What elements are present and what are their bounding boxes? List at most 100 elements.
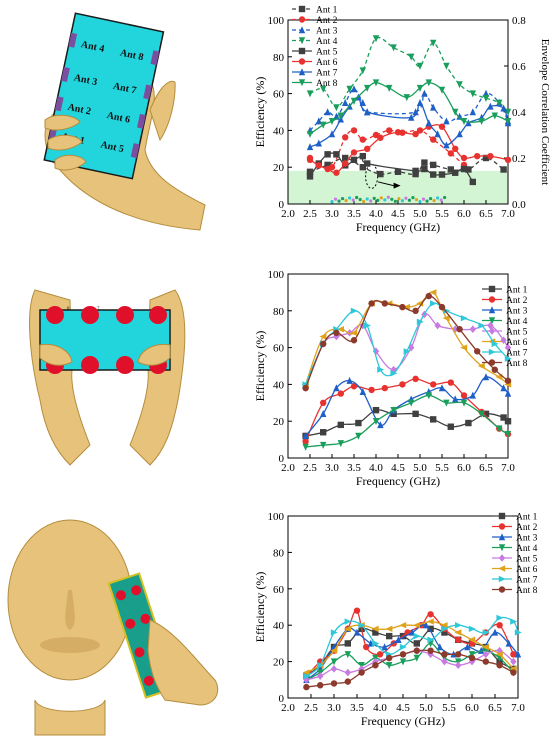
data-point <box>390 44 397 52</box>
data-point <box>425 392 432 400</box>
series-ant-8 <box>306 79 512 138</box>
data-point <box>487 102 494 110</box>
data-point <box>372 79 380 87</box>
data-point <box>350 127 358 134</box>
data-point <box>487 321 494 330</box>
data-point <box>302 432 309 440</box>
series-ant-7 <box>302 300 512 388</box>
data-point <box>372 640 380 647</box>
data-point <box>498 565 506 572</box>
data-point <box>306 143 314 151</box>
ant-label: Ant 7 <box>112 81 137 97</box>
data-point <box>434 130 441 138</box>
x-tick-label: 4.0 <box>373 702 387 714</box>
ecc-point <box>348 196 352 200</box>
x-tick-label: 4.5 <box>396 702 410 714</box>
y2-tick-label: 0.6 <box>512 61 526 73</box>
data-point <box>452 108 459 116</box>
ant-label: 8 <box>67 307 70 312</box>
x-tick-label: 2.0 <box>281 462 295 474</box>
data-point <box>438 86 446 94</box>
ecc-point <box>379 196 383 200</box>
data-point <box>344 618 352 625</box>
data-point <box>364 145 371 152</box>
x-tick-label: 3.5 <box>347 208 361 220</box>
y-tick-label: 100 <box>268 15 285 27</box>
data-point <box>430 103 437 111</box>
ecc-point <box>397 197 401 201</box>
data-point <box>399 658 407 666</box>
y-axis-label: Efficiency (%) <box>253 331 267 402</box>
illustration-two-hands-landscape: 8 7 <box>29 289 186 466</box>
legend-label: Ant 6 <box>506 338 528 348</box>
series-line <box>309 81 509 135</box>
data-point <box>498 512 506 520</box>
hand-shape <box>147 619 219 706</box>
data-point <box>504 430 512 438</box>
series-line <box>305 409 509 437</box>
x-tick-label: 6.0 <box>457 208 471 220</box>
data-point <box>413 647 420 654</box>
ant-label: Ant 8 <box>119 48 144 64</box>
data-point <box>317 672 324 680</box>
ecc-point <box>425 199 429 203</box>
data-point <box>342 99 349 106</box>
legend-label: Ant 6 <box>316 58 338 68</box>
legend-entry: Ant 6 <box>492 565 538 575</box>
x-tick-label: 5.5 <box>435 462 449 474</box>
data-point <box>416 318 424 326</box>
data-point <box>452 169 459 176</box>
data-point <box>430 381 437 388</box>
data-point <box>455 661 462 670</box>
ecc-point <box>376 198 380 203</box>
legend-label: Ant 7 <box>316 69 338 79</box>
legend-label: Ant 2 <box>506 296 528 306</box>
data-point <box>498 586 506 593</box>
x-tick-label: 3.5 <box>347 462 361 474</box>
legend-entry: Ant 8 <box>482 359 528 369</box>
series-line <box>306 642 514 681</box>
data-point <box>413 622 420 629</box>
series-ant-2 <box>302 375 512 445</box>
x-tick-label: 6.0 <box>457 462 471 474</box>
series-ant-6 <box>306 123 512 176</box>
data-point <box>491 112 498 120</box>
y2-tick-label: 0.2 <box>512 153 526 165</box>
data-point <box>465 166 472 173</box>
data-point <box>403 303 410 311</box>
data-point <box>330 658 338 666</box>
x-tick-label: 3.5 <box>350 702 364 714</box>
ant-label: Ant 5 <box>99 139 124 155</box>
legend-entry: Ant 1 <box>492 513 538 523</box>
series-ant-7 <box>303 614 522 680</box>
data-point <box>385 625 393 633</box>
data-point <box>344 651 351 659</box>
ecc-point <box>362 199 366 204</box>
data-point <box>372 629 379 636</box>
data-point <box>469 391 476 399</box>
data-point <box>504 156 512 164</box>
y2-tick-label: 0.8 <box>512 15 526 27</box>
legend-label: Ant 1 <box>316 6 338 16</box>
data-point <box>368 386 375 394</box>
data-point <box>455 651 462 658</box>
data-point <box>504 377 512 384</box>
data-point <box>416 84 424 92</box>
x-tick-label: 4.5 <box>391 208 405 220</box>
ecc-point <box>365 197 369 201</box>
data-point <box>430 171 437 178</box>
data-point <box>436 643 443 651</box>
ant-label: Ant 2 <box>67 102 92 118</box>
y-tick-label: 40 <box>273 620 285 632</box>
data-point <box>504 118 512 125</box>
chart-efficiency-two-hands: 2.0 2.5 3.0 3.5 4.0 4.5 5.0 5.5 6.0 6.5 7.0 0 20 40 60… <box>253 269 528 488</box>
data-point <box>496 614 504 622</box>
legend-entry: Ant 7 <box>292 68 338 79</box>
data-point <box>498 523 506 530</box>
data-point <box>320 85 327 93</box>
data-point <box>454 629 462 636</box>
legend-label: Ant 5 <box>506 328 528 338</box>
ecc-point <box>383 198 387 202</box>
data-point <box>353 607 361 614</box>
data-point <box>320 429 327 436</box>
